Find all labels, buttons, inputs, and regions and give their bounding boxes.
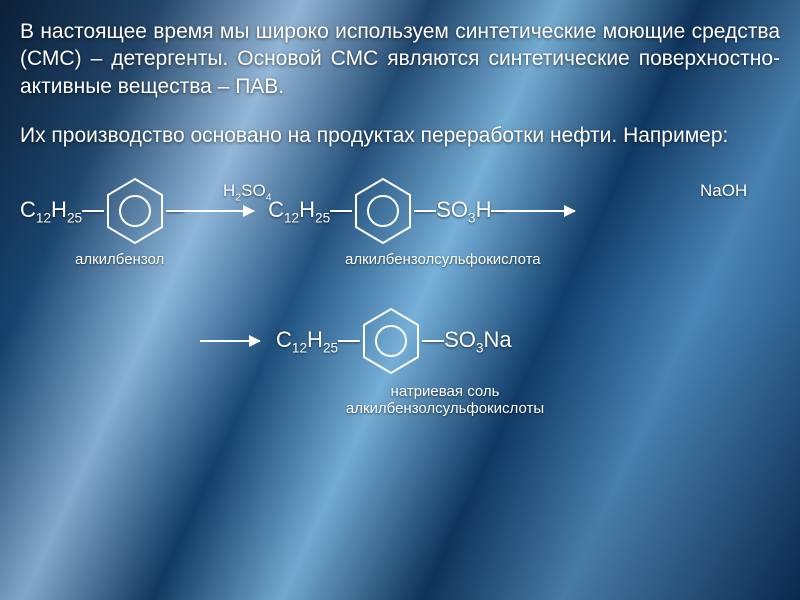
sub: 12 [292, 340, 307, 355]
paragraph-2: Их производство основано на продуктах пе… [20, 122, 780, 149]
sub: 25 [323, 340, 338, 355]
txt: H [476, 197, 492, 222]
bond [82, 210, 104, 212]
sub: 25 [67, 210, 82, 225]
txt: H [51, 197, 67, 222]
caption-line: натриевая соль [391, 383, 500, 400]
reaction-scheme: C12H25 C12H25 SO3H H2SO4 [20, 171, 780, 471]
reagent-naoh: NaOH [700, 181, 747, 201]
sub: 4 [266, 192, 272, 204]
sub: 12 [284, 210, 299, 225]
reagent-h2so4: H2SO4 [223, 181, 272, 203]
reaction-arrow [505, 210, 575, 212]
paragraph-1: В настоящее время мы широко используем с… [20, 18, 780, 100]
formula-c12h25-b: C12H25 [268, 197, 330, 225]
txt: SO [241, 181, 266, 200]
formula-so3na: SO3Na [444, 327, 512, 355]
formula-so3h: SO3H [436, 197, 491, 225]
bond [491, 210, 505, 212]
bond [166, 210, 184, 212]
caption-alkylbenzene: алкилбензол [75, 251, 164, 268]
caption-sodium-salt: натриевая соль алкилбензолсульфокислоты [315, 383, 575, 417]
bond [330, 210, 352, 212]
txt: SO [444, 327, 476, 352]
txt: C [20, 197, 36, 222]
reaction-arrow [184, 210, 254, 212]
txt: H [223, 181, 235, 200]
bond [422, 340, 444, 342]
txt: SO [436, 197, 468, 222]
txt: Na [483, 327, 511, 352]
bond [414, 210, 436, 212]
reaction-row-1: C12H25 C12H25 SO3H [20, 171, 780, 251]
reaction-arrow [200, 340, 260, 342]
sub: 25 [315, 210, 330, 225]
caption-sulfonic-acid: алкилбензолсульфокислота [345, 251, 541, 268]
sub: 3 [468, 210, 476, 225]
txt: H [307, 327, 323, 352]
txt: C [276, 327, 292, 352]
formula-c12h25-c: C12H25 [276, 327, 338, 355]
benzene-ring-icon [360, 305, 422, 377]
caption-line: алкилбензолсульфокислоты [346, 400, 544, 417]
reaction-row-2: C12H25 SO3Na [200, 301, 760, 381]
benzene-ring-icon [104, 175, 166, 247]
txt: H [299, 197, 315, 222]
sub: 12 [36, 210, 51, 225]
formula-c12h25-a: C12H25 [20, 197, 82, 225]
slide-content: В настоящее время мы широко используем с… [0, 0, 800, 471]
bond [338, 340, 360, 342]
benzene-ring-icon [352, 175, 414, 247]
